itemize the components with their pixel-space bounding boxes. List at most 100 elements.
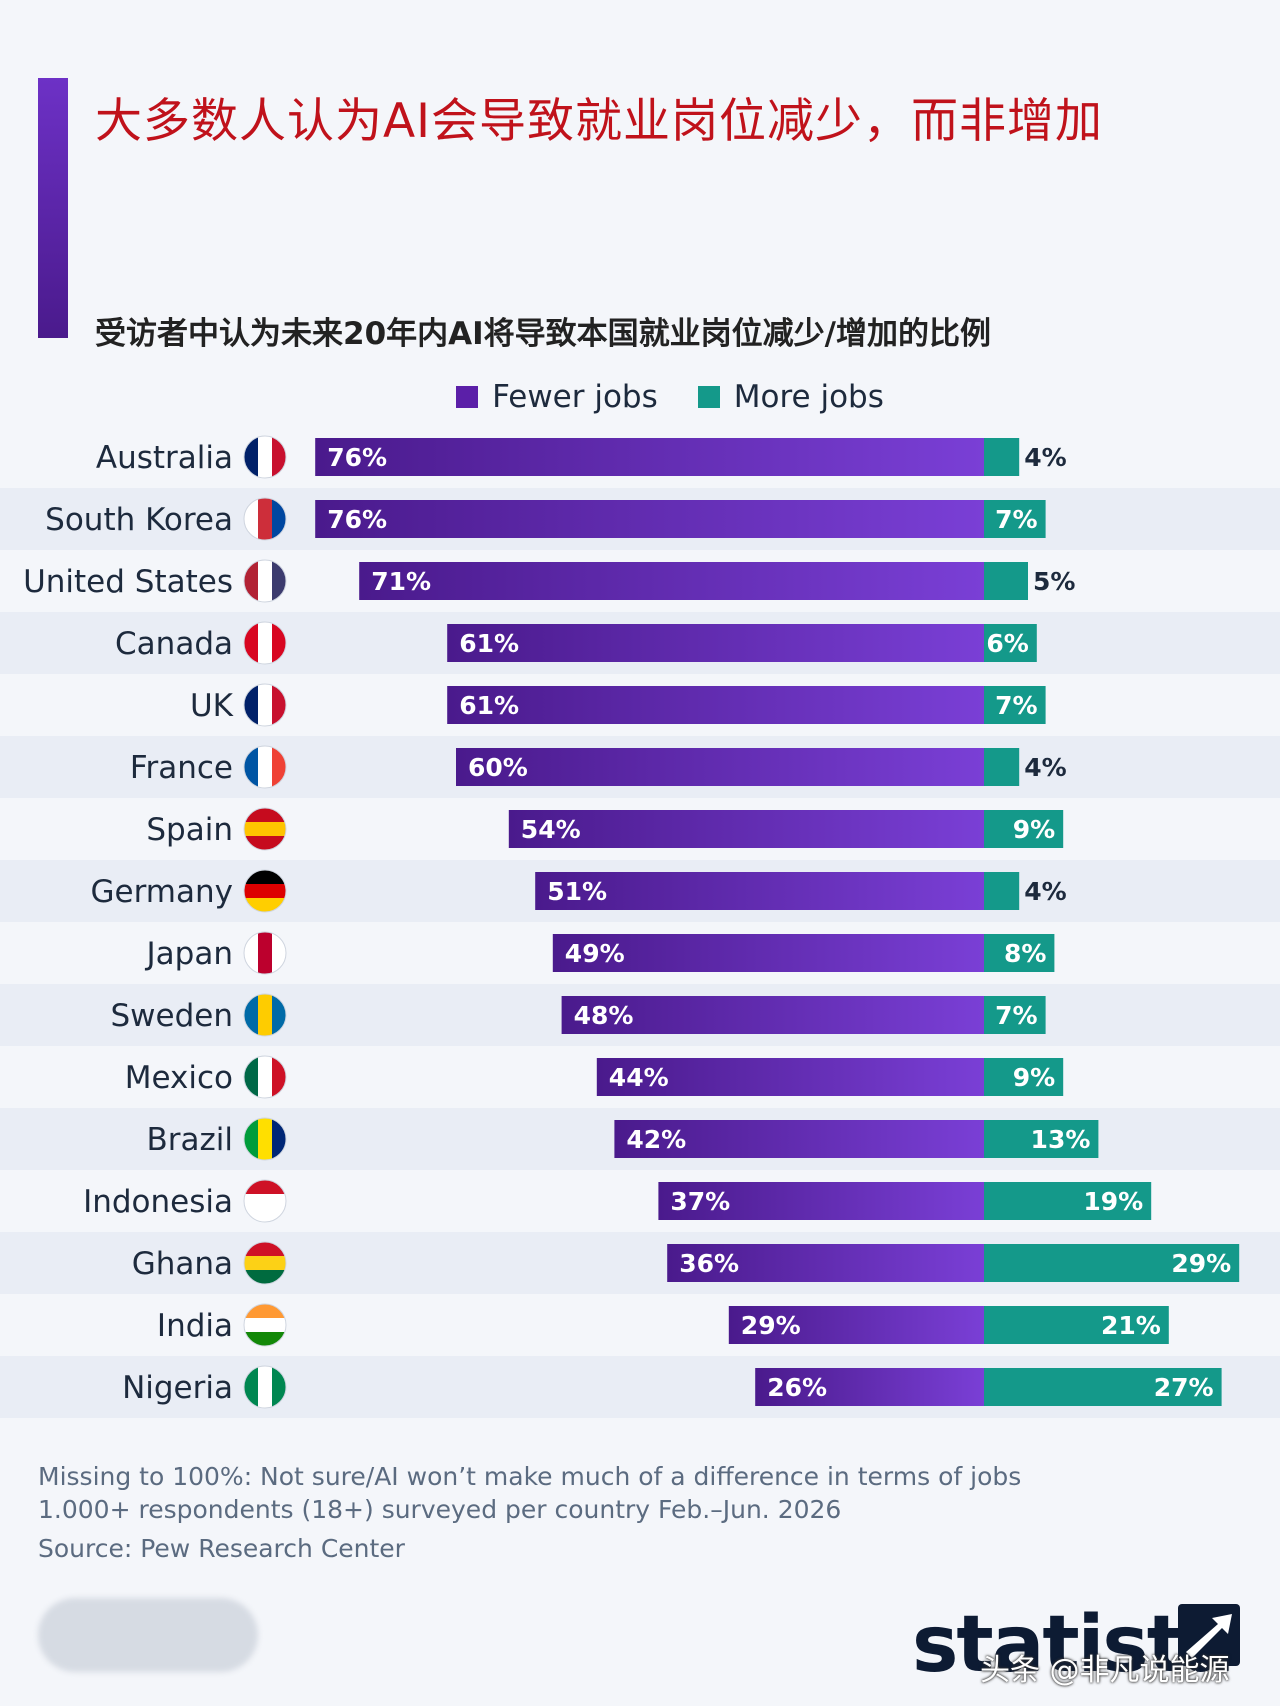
flag-icon (243, 1117, 287, 1161)
value-label-fewer-jobs: 71% (371, 567, 431, 596)
country-label: Nigeria (122, 1370, 233, 1406)
value-label-more-jobs: 7% (995, 1001, 1037, 1030)
bar-more-jobs (984, 748, 1020, 786)
bar-fewer-jobs (667, 1244, 984, 1282)
value-label-more-jobs: 5% (1033, 567, 1075, 596)
bar-more-jobs (984, 872, 1020, 910)
value-label-fewer-jobs: 29% (741, 1311, 801, 1340)
bar-more-jobs (984, 500, 1046, 538)
bar-more-jobs (984, 686, 1046, 724)
bar-fewer-jobs (315, 500, 984, 538)
chart-subtitle: 受访者中认为未来20年内AI将导致本国就业岗位减少/增加的比例 (95, 316, 991, 352)
value-label-more-jobs: 21% (1101, 1311, 1161, 1340)
flag-icon (243, 869, 287, 913)
bar-more-jobs (984, 810, 1064, 848)
country-label: Australia (96, 440, 233, 476)
flag-icon (243, 1303, 287, 1347)
bar-fewer-jobs (359, 562, 984, 600)
flag-icon (243, 559, 287, 603)
country-label: Ghana (132, 1246, 233, 1282)
country-label: Brazil (146, 1122, 233, 1158)
chart-title: 大多数人认为AI会导致就业岗位减少，而非增加 (95, 94, 1104, 149)
bar-fewer-jobs (755, 1368, 984, 1406)
country-label: Mexico (125, 1060, 233, 1096)
value-label-fewer-jobs: 37% (670, 1187, 730, 1216)
flag-icon (243, 497, 287, 541)
flag-icon (243, 435, 287, 479)
value-label-more-jobs: 9% (1013, 815, 1055, 844)
value-label-fewer-jobs: 26% (767, 1373, 827, 1402)
bar-more-jobs (984, 1306, 1169, 1344)
value-label-more-jobs: 4% (1024, 877, 1066, 906)
value-label-fewer-jobs: 49% (565, 939, 625, 968)
value-label-more-jobs: 13% (1031, 1125, 1091, 1154)
country-label: United States (23, 564, 233, 600)
value-label-more-jobs: 4% (1024, 443, 1066, 472)
value-label-fewer-jobs: 42% (626, 1125, 686, 1154)
legend-item-more-jobs: More jobs (697, 379, 884, 415)
chart-legend: Fewer jobs More jobs (0, 375, 1280, 419)
bar-more-jobs (984, 1058, 1064, 1096)
flag-icon (243, 993, 287, 1037)
flag-icon (243, 1055, 287, 1099)
bar-more-jobs (984, 996, 1046, 1034)
country-label: France (130, 750, 233, 786)
watermark: 头条 @非凡说能源 (980, 1653, 1230, 1688)
bar-fewer-jobs (456, 748, 984, 786)
flag-icon (243, 1365, 287, 1409)
country-label: India (157, 1308, 233, 1344)
bar-more-jobs (984, 438, 1020, 476)
footnote-missing: Missing to 100%: Not sure/AI won’t make … (38, 1462, 1022, 1491)
bar-more-jobs (984, 624, 1037, 662)
value-label-fewer-jobs: 76% (327, 505, 387, 534)
bar-fewer-jobs (447, 686, 984, 724)
value-label-more-jobs: 7% (995, 505, 1037, 534)
country-label: Spain (146, 812, 233, 848)
bar-fewer-jobs (447, 624, 984, 662)
value-label-fewer-jobs: 61% (459, 629, 519, 658)
value-label-more-jobs: 27% (1154, 1373, 1214, 1402)
country-label: Germany (91, 874, 233, 910)
value-label-fewer-jobs: 44% (609, 1063, 669, 1092)
country-label: South Korea (45, 502, 233, 538)
bar-fewer-jobs (561, 996, 984, 1034)
bar-fewer-jobs (508, 810, 984, 848)
bar-more-jobs (984, 1182, 1152, 1220)
flag-icon (243, 683, 287, 727)
value-label-fewer-jobs: 76% (327, 443, 387, 472)
country-label: Canada (115, 626, 233, 662)
value-label-fewer-jobs: 61% (459, 691, 519, 720)
bar-more-jobs (984, 562, 1028, 600)
value-label-more-jobs: 7% (995, 691, 1037, 720)
legend-swatch-more-jobs (697, 386, 720, 408)
country-label: UK (190, 688, 234, 724)
bar-fewer-jobs (658, 1182, 984, 1220)
value-label-fewer-jobs: 54% (521, 815, 581, 844)
flag-icon (243, 621, 287, 665)
value-label-fewer-jobs: 51% (547, 877, 607, 906)
flag-icon (243, 745, 287, 789)
value-label-more-jobs: 4% (1024, 753, 1066, 782)
value-label-fewer-jobs: 48% (574, 1001, 634, 1030)
legend-item-fewer-jobs: Fewer jobs (456, 379, 658, 415)
bar-fewer-jobs (596, 1058, 984, 1096)
value-label-more-jobs: 8% (1004, 939, 1046, 968)
bar-more-jobs (984, 1120, 1099, 1158)
country-label: Sweden (110, 998, 233, 1034)
footnotes: Missing to 100%: Not sure/AI won’t make … (38, 1460, 1021, 1565)
title-accent-bar (38, 78, 68, 338)
flag-icon (243, 807, 287, 851)
statista-logo-mark-icon (1178, 1604, 1240, 1666)
bar-fewer-jobs (614, 1120, 984, 1158)
flag-icon (243, 931, 287, 975)
source-note: Source: Pew Research Center (38, 1534, 405, 1563)
bar-fewer-jobs (552, 934, 984, 972)
footnote-respondents: 1.000+ respondents (18+) surveyed per co… (38, 1495, 842, 1524)
value-label-fewer-jobs: 36% (679, 1249, 739, 1278)
blurred-logo (38, 1598, 258, 1672)
legend-label-more-jobs: More jobs (733, 379, 884, 415)
country-label: Indonesia (83, 1184, 233, 1220)
bar-more-jobs (984, 1244, 1240, 1282)
legend-swatch-fewer-jobs (456, 386, 479, 408)
flag-icon (243, 1241, 287, 1285)
